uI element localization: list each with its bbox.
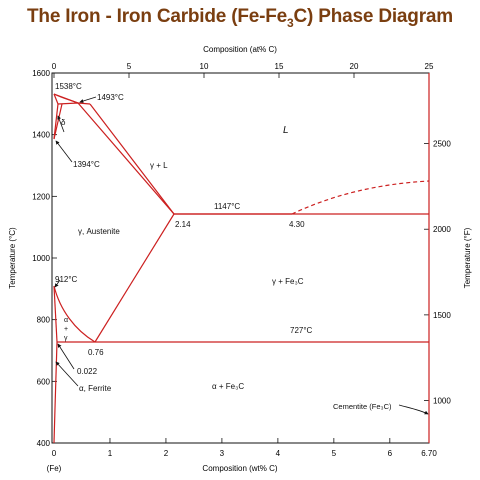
x-bottom-tick-label-6-70: 6.70 bbox=[421, 449, 437, 458]
arrow-1493 bbox=[79, 96, 97, 103]
arrow-912 bbox=[54, 279, 61, 288]
arrow-ferrite bbox=[55, 361, 79, 387]
x-bottom-axis-label: Composition (wt% C) bbox=[202, 464, 277, 473]
phase-labels: L γ + L δ γ, Austenite γ + Fe₃C α + γ α,… bbox=[61, 118, 392, 411]
phase-cementite: Cementite (Fe₃C) bbox=[333, 402, 392, 411]
delta-gamma-boundary-a bbox=[53, 103, 59, 140]
title-text-post: C) Phase Diagram bbox=[293, 6, 454, 27]
phase-gamma-plus-fe3c: γ + Fe₃C bbox=[272, 277, 304, 286]
phase-delta: δ bbox=[61, 118, 66, 127]
x-bottom-ticks: 0 1 2 3 4 5 6 6.70 bbox=[52, 438, 437, 458]
arrow-delta bbox=[57, 115, 65, 133]
label-2-14: 2.14 bbox=[175, 220, 191, 229]
x-bottom-tick-label-5: 5 bbox=[332, 449, 337, 458]
label-1493c: 1493°C bbox=[97, 93, 124, 102]
x-bottom-tick-label-1: 1 bbox=[108, 449, 113, 458]
y-left-tick-label-1000: 1000 bbox=[32, 254, 50, 263]
x-top-tick-label-20: 20 bbox=[350, 62, 359, 71]
x-bottom-tick-label-2: 2 bbox=[164, 449, 169, 458]
y-left-tick-label-1600: 1600 bbox=[32, 69, 50, 78]
phase-alpha-gamma-plus: + bbox=[64, 326, 68, 333]
x-top-tick-label-25: 25 bbox=[425, 62, 434, 71]
liquidus-right-dashed bbox=[291, 180, 430, 215]
x-bottom-tick-label-0: 0 bbox=[52, 449, 57, 458]
title-text-pre: The Iron - Iron Carbide (Fe-Fe bbox=[27, 6, 288, 27]
alpha-solvus-lower bbox=[53, 341, 58, 444]
y-left-axis-label: Temperature (°C) bbox=[8, 227, 17, 289]
phase-alpha-gamma-gamma: γ bbox=[64, 335, 68, 342]
y-left-tick-label-800: 800 bbox=[37, 316, 51, 325]
y-right-tick-label-1000: 1000 bbox=[433, 397, 451, 406]
delta-liquid-boundary bbox=[53, 93, 79, 104]
label-1538c: 1538°C bbox=[55, 82, 82, 91]
phase-ferrite: α, Ferrite bbox=[79, 384, 112, 393]
x-bottom-tick-label-6: 6 bbox=[388, 449, 393, 458]
diagram-title: The Iron - Iron Carbide (Fe-Fe3C) Phase … bbox=[0, 6, 480, 30]
y-right-tick-label-2000: 2000 bbox=[433, 225, 451, 234]
phase-gamma-plus-liquid: γ + L bbox=[150, 161, 168, 170]
delta-solidus bbox=[53, 93, 59, 105]
label-912c: 912°C bbox=[55, 275, 78, 284]
x-bottom-tick-label-4: 4 bbox=[276, 449, 281, 458]
delta-gamma-boundary-b bbox=[53, 103, 63, 140]
y-right-ticks: 1000 1500 2000 2500 bbox=[424, 140, 451, 406]
fe-label: (Fe) bbox=[47, 464, 62, 473]
x-top-tick-label-0: 0 bbox=[52, 62, 57, 71]
alpha-solvus-upper bbox=[53, 285, 58, 343]
y-left-tick-label-1400: 1400 bbox=[32, 131, 50, 140]
y-right-tick-label-2500: 2500 bbox=[433, 140, 451, 149]
arrow-0022 bbox=[57, 343, 75, 370]
phase-boundaries bbox=[53, 73, 430, 444]
x-top-axis-label: Composition (at% C) bbox=[203, 45, 277, 54]
x-top-tick-label-10: 10 bbox=[200, 62, 209, 71]
y-left-ticks: 400 600 800 1000 1200 1400 1600 bbox=[32, 69, 57, 448]
y-left-tick-label-1200: 1200 bbox=[32, 192, 50, 201]
label-0-76: 0.76 bbox=[88, 348, 104, 357]
arrow-cementite bbox=[398, 404, 429, 415]
y-right-tick-label-1500: 1500 bbox=[433, 311, 451, 320]
a3-line bbox=[53, 285, 96, 343]
x-top-tick-label-5: 5 bbox=[127, 62, 132, 71]
phase-alpha-gamma-alpha: α bbox=[64, 317, 68, 324]
peritectic-line bbox=[57, 102, 91, 105]
liquidus-left bbox=[53, 93, 292, 215]
title-subscript: 3 bbox=[287, 15, 294, 30]
y-right-axis-label: Temperature (°F) bbox=[463, 227, 472, 288]
x-top-tick-label-15: 15 bbox=[275, 62, 284, 71]
phase-alpha-plus-fe3c: α + Fe₃C bbox=[212, 382, 244, 391]
y-left-tick-label-600: 600 bbox=[37, 377, 51, 386]
x-bottom-tick-label-3: 3 bbox=[220, 449, 225, 458]
label-1394c: 1394°C bbox=[73, 160, 100, 169]
annotation-arrows bbox=[54, 96, 429, 415]
arrow-1394 bbox=[55, 140, 73, 163]
phase-liquid: L bbox=[283, 125, 289, 136]
label-0-022: 0.022 bbox=[77, 367, 98, 376]
solidus bbox=[89, 103, 175, 215]
acm-line bbox=[94, 213, 175, 343]
label-727c: 727°C bbox=[290, 326, 313, 335]
point-labels: 1538°C 1493°C 1394°C 1147°C 2.14 4.30 91… bbox=[55, 82, 313, 376]
phase-austenite: γ, Austenite bbox=[78, 227, 120, 236]
x-top-ticks: 0 5 10 15 20 25 bbox=[52, 62, 434, 78]
label-1147c: 1147°C bbox=[214, 202, 240, 211]
label-4-30: 4.30 bbox=[289, 220, 305, 229]
y-left-tick-label-400: 400 bbox=[37, 439, 51, 448]
